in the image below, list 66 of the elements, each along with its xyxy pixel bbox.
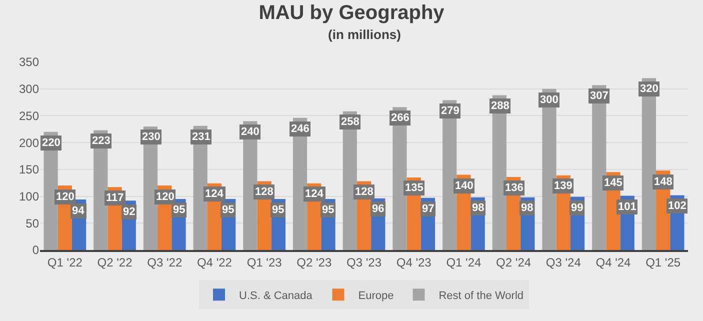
- data-label: 140: [455, 180, 474, 192]
- y-tick-label: 200: [18, 136, 40, 150]
- data-label: 230: [142, 131, 160, 143]
- data-label: 258: [341, 116, 360, 128]
- data-label: 98: [472, 202, 484, 214]
- x-tick-label: Q1 '25: [646, 255, 681, 270]
- data-label: 95: [322, 204, 334, 216]
- x-tick-label: Q2 '24: [496, 255, 532, 270]
- x-tick-label: Q3 '22: [147, 255, 182, 270]
- data-label: 124: [205, 188, 224, 200]
- y-tick-label: 250: [18, 108, 40, 123]
- data-label: 279: [441, 105, 460, 117]
- legend-label: Rest of the World: [438, 290, 524, 302]
- data-label: 240: [241, 126, 260, 138]
- data-label: 128: [255, 186, 274, 198]
- chart-subtitle: (in millions): [328, 27, 401, 42]
- x-tick-label: Q4 '22: [196, 255, 232, 270]
- data-label: 92: [123, 206, 136, 218]
- data-label: 95: [272, 204, 284, 216]
- data-label: 288: [491, 100, 510, 112]
- x-tick-label: Q4 '23: [396, 255, 432, 270]
- legend-label: U.S. & Canada: [239, 290, 314, 302]
- x-tick-label: Q4 '24: [596, 255, 632, 270]
- x-tick-label: Q1 '22: [47, 255, 83, 270]
- data-label: 95: [173, 204, 186, 216]
- bar: [542, 88, 556, 250]
- data-label: 120: [56, 191, 74, 203]
- y-tick-label: 300: [18, 82, 40, 96]
- data-label: 136: [505, 182, 524, 194]
- y-tick-label: 350: [18, 55, 40, 70]
- y-tick-label: 100: [18, 189, 40, 204]
- chart-title: MAU by Geography: [258, 2, 446, 24]
- data-label: 99: [571, 202, 584, 214]
- data-label: 231: [192, 131, 210, 143]
- data-label: 320: [640, 83, 658, 95]
- x-tick-label: Q2 '23: [296, 255, 332, 270]
- data-label: 124: [305, 188, 324, 200]
- data-label: 120: [156, 191, 174, 203]
- data-label: 300: [540, 94, 558, 106]
- legend-label: Europe: [358, 290, 394, 302]
- data-label: 307: [590, 90, 608, 102]
- x-tick-label: Q3 '23: [346, 255, 382, 270]
- y-tick-label: 50: [26, 216, 40, 230]
- data-label: 96: [372, 203, 384, 215]
- data-label: 95: [222, 204, 234, 216]
- y-tick-label: 0: [32, 243, 40, 258]
- x-tick-label: Q3 '24: [546, 255, 582, 270]
- data-label: 220: [42, 137, 60, 149]
- x-tick-label: Q1 '24: [446, 255, 482, 270]
- x-tick-label: Q1 '23: [246, 255, 282, 270]
- y-tick-label: 150: [18, 162, 40, 177]
- data-label: 117: [106, 192, 124, 204]
- x-tick-label: Q2 '22: [97, 255, 133, 270]
- data-label: 98: [521, 202, 534, 214]
- data-label: 246: [291, 123, 310, 135]
- data-label: 135: [405, 182, 424, 194]
- data-label: 266: [391, 112, 410, 124]
- data-label: 97: [422, 203, 434, 215]
- data-label: 102: [668, 200, 686, 212]
- data-label: 101: [618, 201, 636, 213]
- data-label: 223: [92, 135, 110, 147]
- data-label: 145: [604, 177, 622, 189]
- data-label: 128: [355, 186, 374, 198]
- data-label: 148: [654, 176, 672, 188]
- data-label: 94: [72, 205, 86, 217]
- data-label: 139: [554, 180, 572, 192]
